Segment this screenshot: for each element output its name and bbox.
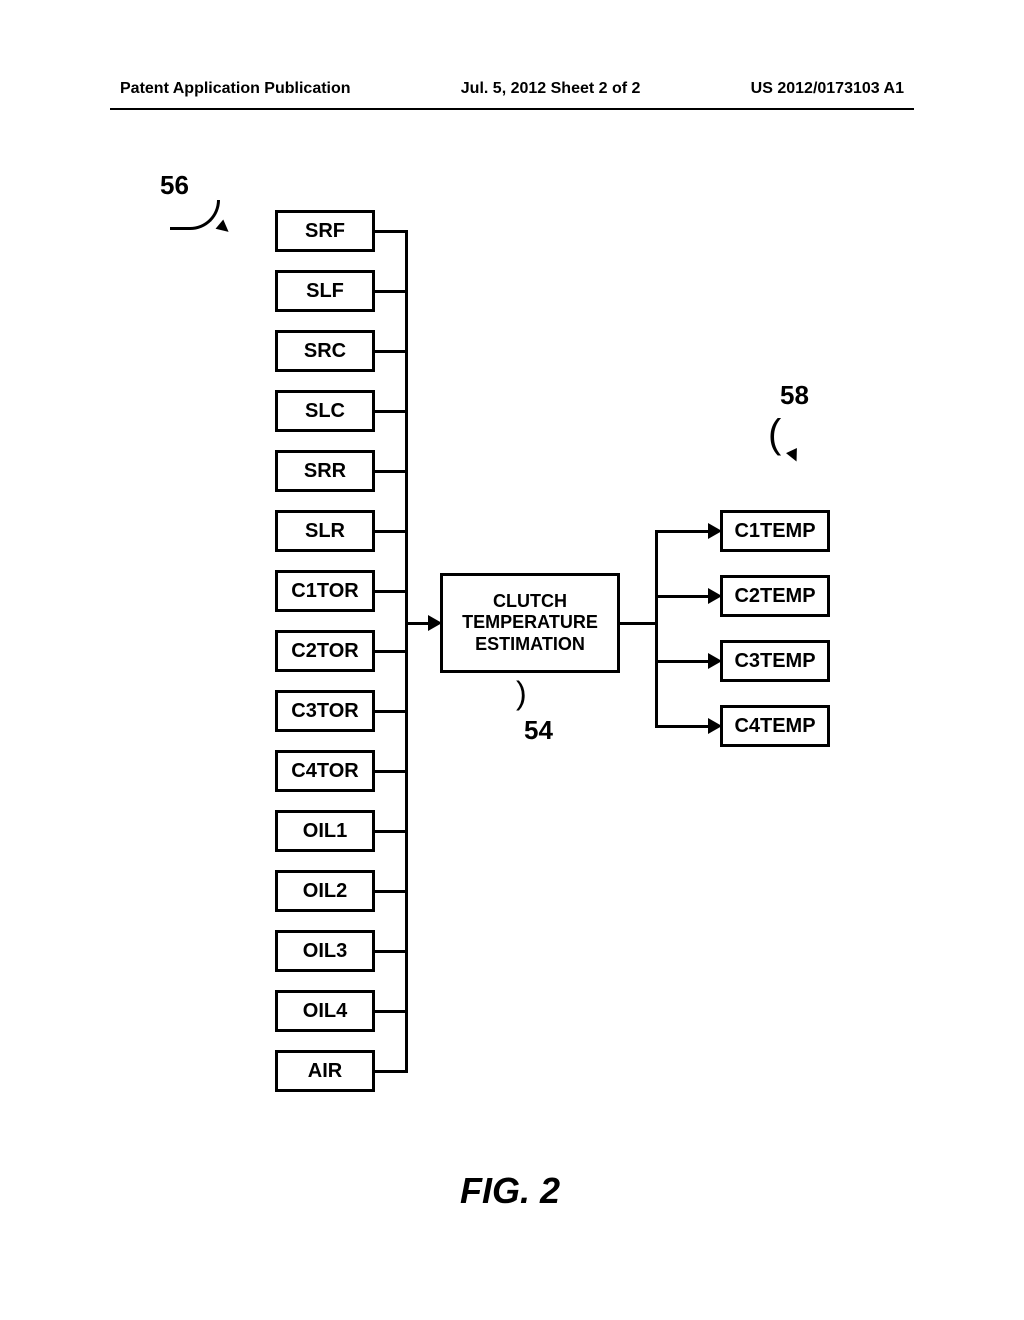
diagram-container: 56 58 ( SRF SLF SRC SLC SRR SLR C1TOR C2… bbox=[0, 160, 1024, 1260]
connector-line bbox=[375, 770, 405, 773]
header-divider bbox=[110, 108, 914, 110]
ref-label-56: 56 bbox=[160, 170, 189, 201]
input-box-oil3: OIL3 bbox=[275, 930, 375, 972]
ref-arrow-58 bbox=[786, 448, 802, 464]
connector-line bbox=[375, 1010, 405, 1013]
connector-line bbox=[655, 595, 710, 598]
figure-label: FIG. 2 bbox=[460, 1170, 560, 1212]
connector-line bbox=[620, 622, 655, 625]
connector-line bbox=[375, 950, 405, 953]
connector-line bbox=[375, 530, 405, 533]
connector-line bbox=[375, 350, 405, 353]
input-box-c3tor: C3TOR bbox=[275, 690, 375, 732]
input-box-srf: SRF bbox=[275, 210, 375, 252]
input-box-oil1: OIL1 bbox=[275, 810, 375, 852]
connector-line bbox=[655, 725, 710, 728]
input-bus bbox=[405, 230, 408, 1073]
input-box-srr: SRR bbox=[275, 450, 375, 492]
input-box-c4tor: C4TOR bbox=[275, 750, 375, 792]
input-box-c2tor: C2TOR bbox=[275, 630, 375, 672]
connector-line bbox=[375, 890, 405, 893]
connector-line bbox=[375, 830, 405, 833]
connector-line bbox=[375, 650, 405, 653]
ref-label-58: 58 bbox=[780, 380, 809, 411]
input-box-oil4: OIL4 bbox=[275, 990, 375, 1032]
header-right: US 2012/0173103 A1 bbox=[751, 80, 904, 98]
connector-line bbox=[375, 230, 405, 233]
page-header: Patent Application Publication Jul. 5, 2… bbox=[0, 80, 1024, 98]
header-center: Jul. 5, 2012 Sheet 2 of 2 bbox=[461, 80, 641, 98]
connector-line bbox=[655, 660, 710, 663]
connector-line bbox=[655, 530, 710, 533]
input-box-slf: SLF bbox=[275, 270, 375, 312]
input-box-slc: SLC bbox=[275, 390, 375, 432]
output-box-c4temp: C4TEMP bbox=[720, 705, 830, 747]
output-box-c1temp: C1TEMP bbox=[720, 510, 830, 552]
ref-label-54: 54 bbox=[524, 715, 553, 746]
input-box-oil2: OIL2 bbox=[275, 870, 375, 912]
connector-line bbox=[375, 590, 405, 593]
input-box-src: SRC bbox=[275, 330, 375, 372]
output-bus bbox=[655, 530, 658, 728]
center-box-clutch: CLUTCH TEMPERATURE ESTIMATION bbox=[440, 573, 620, 673]
header-left: Patent Application Publication bbox=[120, 80, 351, 98]
output-box-c3temp: C3TEMP bbox=[720, 640, 830, 682]
connector-line bbox=[375, 470, 405, 473]
input-box-slr: SLR bbox=[275, 510, 375, 552]
ref-arrow-56 bbox=[216, 220, 233, 237]
connector-line bbox=[375, 1070, 405, 1073]
output-box-c2temp: C2TEMP bbox=[720, 575, 830, 617]
input-box-c1tor: C1TOR bbox=[275, 570, 375, 612]
input-box-air: AIR bbox=[275, 1050, 375, 1092]
connector-line bbox=[375, 710, 405, 713]
connector-line bbox=[405, 622, 430, 625]
ref-curve-54: ) bbox=[516, 675, 527, 712]
ref-curve-56 bbox=[170, 200, 220, 230]
connector-line bbox=[375, 410, 405, 413]
connector-line bbox=[375, 290, 405, 293]
ref-curve-58: ( bbox=[768, 412, 781, 457]
